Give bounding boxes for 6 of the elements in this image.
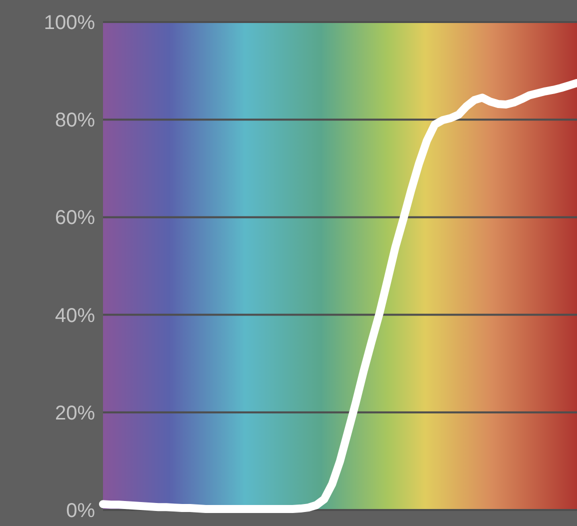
y-tick-label: 0%	[66, 500, 96, 522]
y-tick-label: 20%	[54, 402, 96, 424]
y-tick-label: 60%	[54, 207, 96, 230]
y-tick-label: 80%	[54, 110, 96, 132]
y-tick-label: 100%	[44, 12, 96, 34]
y-tick-label: 40%	[54, 304, 96, 327]
